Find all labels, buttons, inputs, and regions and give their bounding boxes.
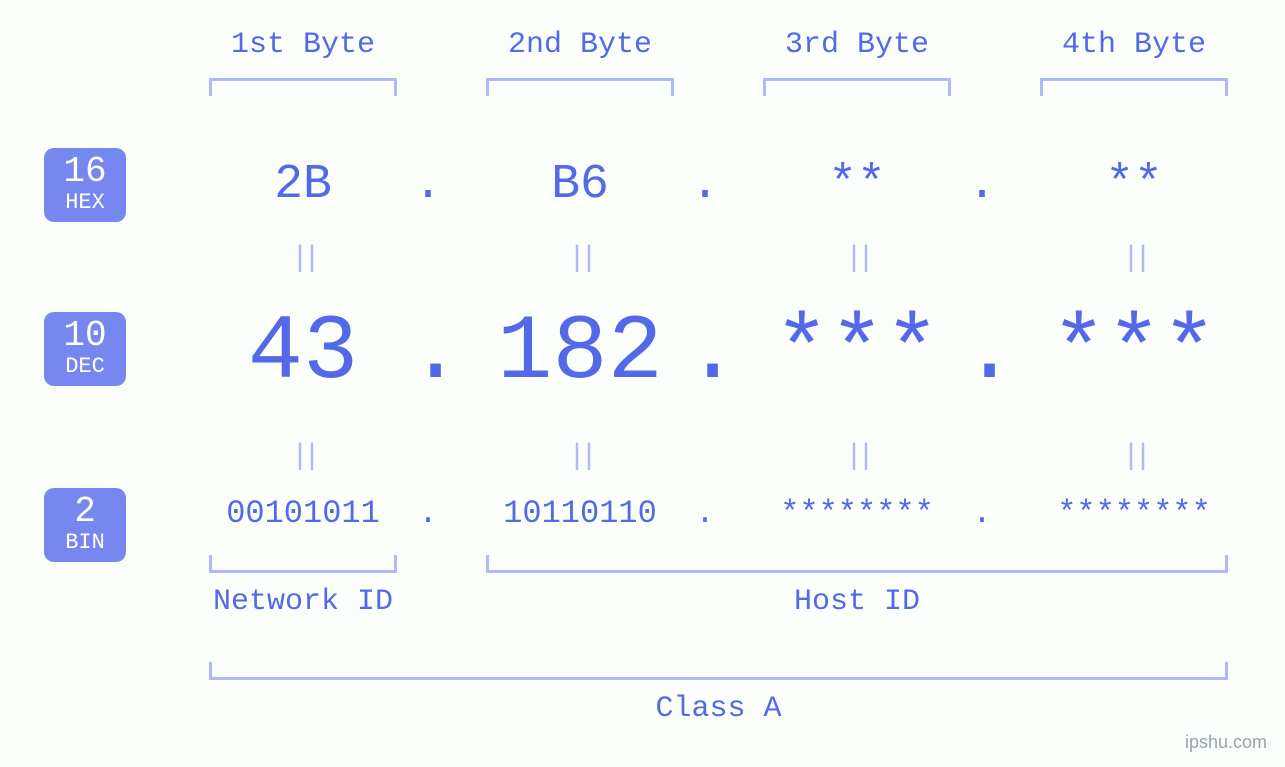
- equals-icon: ||: [837, 440, 877, 474]
- dec-dot-2: .: [685, 300, 725, 405]
- equals-icon: ||: [283, 242, 323, 276]
- bin-byte-3: ********: [735, 495, 979, 532]
- dec-dot-1: .: [408, 300, 448, 405]
- base-badge-num: 16: [63, 154, 106, 190]
- host-id-label: Host ID: [737, 585, 977, 619]
- base-badge-hex: 16HEX: [44, 148, 126, 222]
- equals-icon: ||: [283, 440, 323, 474]
- base-badge-dec: 10DEC: [44, 312, 126, 386]
- bin-dot-3: .: [962, 495, 1002, 532]
- network-bracket: [209, 555, 397, 573]
- bin-byte-2: 10110110: [458, 495, 702, 532]
- dec-byte-1: 43: [181, 300, 425, 405]
- base-badge-num: 10: [63, 318, 106, 354]
- byte-header-1: 1st Byte: [181, 28, 425, 62]
- hex-dot-1: .: [408, 158, 448, 212]
- byte-bracket-3: [763, 78, 951, 96]
- bin-byte-4: ********: [1012, 495, 1256, 532]
- equals-icon: ||: [1114, 242, 1154, 276]
- equals-icon: ||: [560, 440, 600, 474]
- hex-dot-3: .: [962, 158, 1002, 212]
- dec-byte-3: ***: [735, 300, 979, 405]
- base-badge-bin: 2BIN: [44, 488, 126, 562]
- host-bracket: [486, 555, 1228, 573]
- byte-header-4: 4th Byte: [1012, 28, 1256, 62]
- base-badge-label: BIN: [65, 532, 105, 554]
- watermark: ipshu.com: [1185, 732, 1267, 753]
- dec-byte-4: ***: [1012, 300, 1256, 405]
- class-bracket: [209, 662, 1228, 680]
- hex-dot-2: .: [685, 158, 725, 212]
- byte-bracket-2: [486, 78, 674, 96]
- network-id-label: Network ID: [183, 585, 423, 619]
- hex-byte-2: B6: [458, 158, 702, 212]
- equals-icon: ||: [1114, 440, 1154, 474]
- dec-dot-3: .: [962, 300, 1002, 405]
- dec-byte-2: 182: [458, 300, 702, 405]
- equals-icon: ||: [560, 242, 600, 276]
- byte-bracket-4: [1040, 78, 1228, 96]
- bin-dot-2: .: [685, 495, 725, 532]
- byte-header-3: 3rd Byte: [735, 28, 979, 62]
- byte-bracket-1: [209, 78, 397, 96]
- hex-byte-1: 2B: [181, 158, 425, 212]
- bin-byte-1: 00101011: [181, 495, 425, 532]
- base-badge-num: 2: [74, 494, 96, 530]
- bin-dot-1: .: [408, 495, 448, 532]
- byte-header-2: 2nd Byte: [458, 28, 702, 62]
- base-badge-label: DEC: [65, 356, 105, 378]
- hex-byte-3: **: [735, 158, 979, 212]
- hex-byte-4: **: [1012, 158, 1256, 212]
- base-badge-label: HEX: [65, 192, 105, 214]
- class-label: Class A: [599, 692, 839, 726]
- equals-icon: ||: [837, 242, 877, 276]
